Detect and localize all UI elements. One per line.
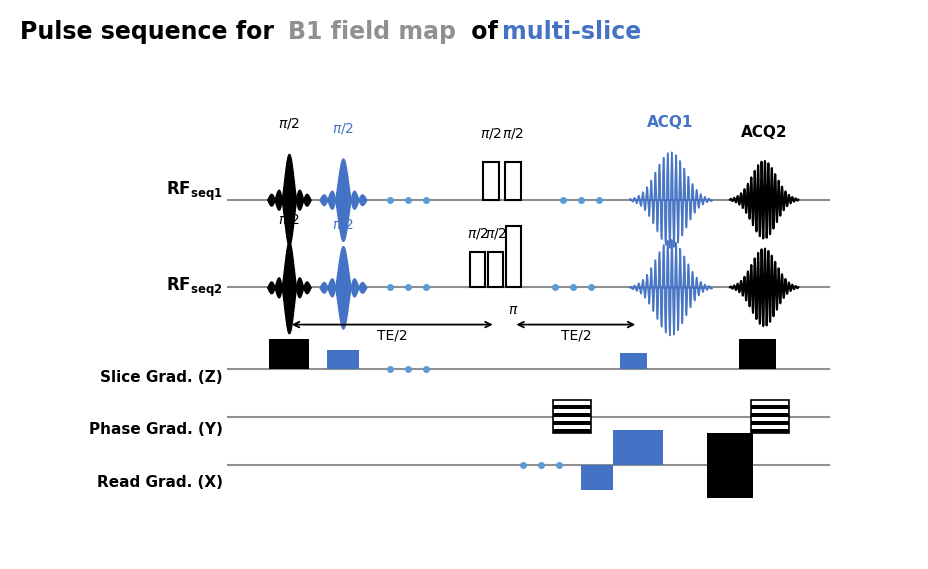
Text: $\pi$: $\pi$ xyxy=(508,303,518,317)
Text: Phase Grad. (Y): Phase Grad. (Y) xyxy=(89,422,223,437)
Text: TE/2: TE/2 xyxy=(560,328,590,342)
Text: ACQ1: ACQ1 xyxy=(647,115,693,130)
Text: $\pi/2$: $\pi/2$ xyxy=(484,226,506,241)
Bar xyxy=(580,464,612,490)
Bar xyxy=(552,429,590,433)
Bar xyxy=(705,433,753,464)
Text: ACQ2: ACQ2 xyxy=(740,125,787,140)
Text: TE/2: TE/2 xyxy=(377,328,407,342)
Bar xyxy=(470,252,484,287)
Bar xyxy=(751,421,788,425)
Bar xyxy=(506,226,521,287)
Text: $\pi/2$: $\pi/2$ xyxy=(277,212,300,228)
Bar xyxy=(612,430,663,464)
Bar xyxy=(552,405,590,409)
Bar xyxy=(505,162,521,200)
Text: Read Grad. (X): Read Grad. (X) xyxy=(97,475,223,490)
Text: RF$_{\mathbf{seq2}}$: RF$_{\mathbf{seq2}}$ xyxy=(166,276,223,299)
Text: $\pi/2$: $\pi/2$ xyxy=(480,126,502,142)
Bar xyxy=(488,252,502,287)
Text: B1 field map: B1 field map xyxy=(288,20,456,44)
Bar xyxy=(751,401,788,433)
Text: multi-slice: multi-slice xyxy=(501,20,640,44)
Bar xyxy=(552,401,590,433)
Text: RF$_{\mathbf{seq1}}$: RF$_{\mathbf{seq1}}$ xyxy=(166,179,223,203)
Bar xyxy=(738,339,776,369)
Bar xyxy=(327,349,358,369)
Bar xyxy=(751,405,788,409)
Bar xyxy=(751,413,788,417)
Text: of: of xyxy=(462,20,505,44)
Text: $\pi/2$: $\pi/2$ xyxy=(501,126,523,142)
Bar xyxy=(751,429,788,433)
Bar xyxy=(619,353,647,369)
Text: Slice Grad. (Z): Slice Grad. (Z) xyxy=(100,370,223,385)
Bar xyxy=(552,421,590,425)
Text: $\pi/2$: $\pi/2$ xyxy=(466,226,488,241)
Bar xyxy=(268,339,309,369)
Bar xyxy=(552,413,590,417)
Text: $\pi/2$: $\pi/2$ xyxy=(277,116,300,131)
Text: Pulse sequence for: Pulse sequence for xyxy=(20,20,282,44)
Bar xyxy=(483,162,498,200)
Text: $\pi/2$: $\pi/2$ xyxy=(331,217,354,232)
Text: $\pi/2$: $\pi/2$ xyxy=(331,121,354,136)
Bar xyxy=(705,464,753,498)
